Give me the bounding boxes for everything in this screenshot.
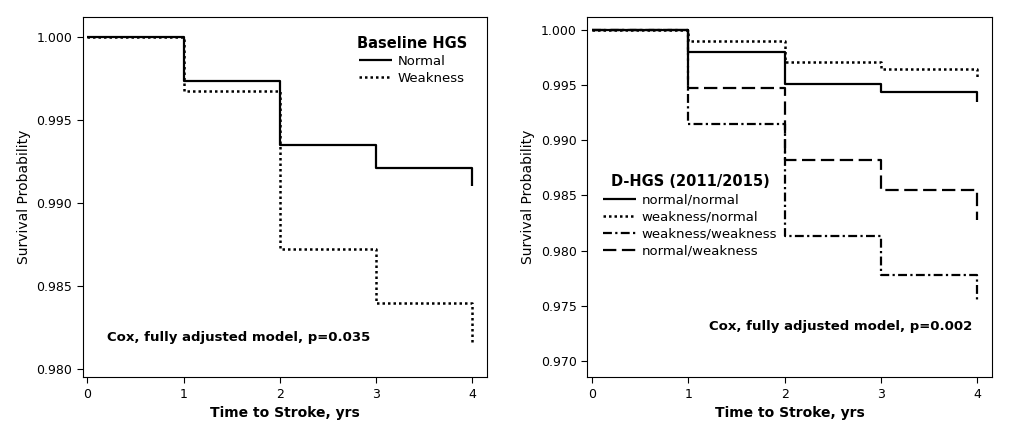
Legend: Normal, Weakness: Normal, Weakness <box>351 31 472 90</box>
Y-axis label: Survival Probability: Survival Probability <box>521 130 535 264</box>
X-axis label: Time to Stroke, yrs: Time to Stroke, yrs <box>714 406 863 420</box>
Legend: normal/normal, weakness/normal, weakness/weakness, normal/weakness: normal/normal, weakness/normal, weakness… <box>597 169 782 263</box>
Text: Cox, fully adjusted model, p=0.035: Cox, fully adjusted model, p=0.035 <box>107 331 370 344</box>
X-axis label: Time to Stroke, yrs: Time to Stroke, yrs <box>210 406 359 420</box>
Y-axis label: Survival Probability: Survival Probability <box>16 130 31 264</box>
Text: Cox, fully adjusted model, p=0.002: Cox, fully adjusted model, p=0.002 <box>708 320 971 333</box>
